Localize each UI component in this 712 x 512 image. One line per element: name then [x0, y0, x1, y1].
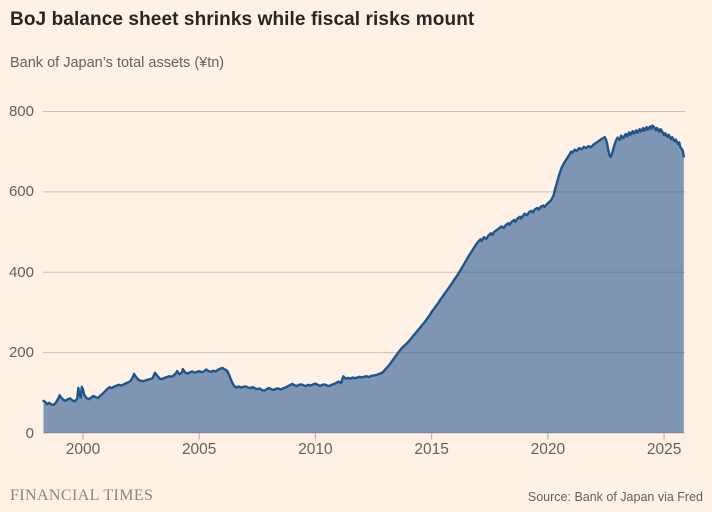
y-axis-label: 600	[8, 183, 34, 201]
chart-title: BoJ balance sheet shrinks while fiscal r…	[10, 9, 475, 30]
x-axis-label: 2005	[181, 441, 217, 458]
y-axis-label: 400	[8, 263, 34, 281]
area-series	[43, 125, 684, 433]
x-axis-label: 2025	[646, 441, 682, 458]
y-axis-label: 0	[25, 424, 34, 442]
x-axis-label: 2010	[298, 441, 333, 458]
y-axis-label: 200	[8, 344, 34, 362]
y-axis-label: 800	[8, 103, 34, 120]
x-axis-label: 2015	[414, 441, 449, 458]
x-axis-label: 2020	[530, 441, 566, 458]
x-axis-label: 2000	[65, 441, 101, 458]
ft-logo: FINANCIAL TIMES	[10, 487, 154, 504]
line-series	[42, 124, 685, 407]
source-note: Source: Bank of Japan via Fred	[527, 490, 703, 504]
chart-subtitle: Bank of Japan’s total assets (¥tn)	[10, 55, 225, 71]
